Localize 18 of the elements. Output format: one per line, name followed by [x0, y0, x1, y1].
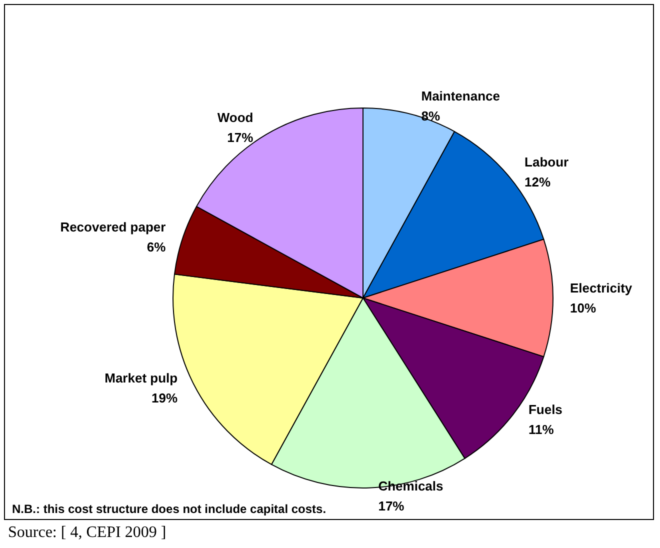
slice-label: Recovered paper — [60, 219, 166, 234]
text: N.B.: this cost structure does not include capital costs. — [12, 502, 326, 516]
slice-label: Maintenance — [421, 88, 500, 104]
slice-label: Electricity — [570, 280, 633, 296]
data-label: 8% — [421, 108, 440, 124]
slice-label: Labour — [524, 154, 569, 170]
data-label: 6% — [146, 239, 166, 254]
data-label: 17% — [227, 130, 254, 146]
slice-label: Chemicals — [378, 478, 444, 494]
slice-label: Wood — [217, 110, 254, 126]
data-label: 10% — [570, 300, 596, 316]
slice-label: Market pulp — [104, 370, 178, 386]
data-label: 17% — [378, 498, 405, 514]
data-label: 11% — [528, 422, 554, 437]
slice-label: Fuels — [528, 402, 562, 417]
data-label: 19% — [152, 390, 178, 406]
source-note: Source: [ 4, CEPI 2009 ] — [8, 524, 166, 542]
data-label: 12% — [524, 174, 552, 190]
